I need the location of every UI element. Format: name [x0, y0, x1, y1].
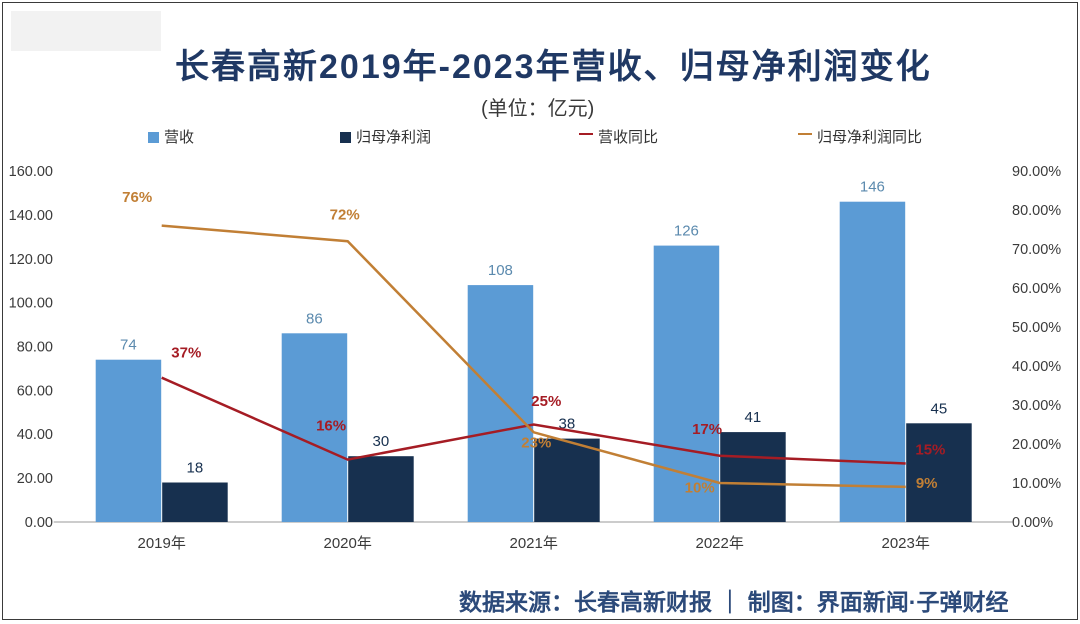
- svg-text:10%: 10%: [685, 479, 715, 496]
- svg-text:2022年: 2022年: [696, 535, 744, 552]
- svg-text:17%: 17%: [692, 421, 722, 438]
- svg-text:23%: 23%: [521, 434, 551, 451]
- svg-text:16%: 16%: [316, 418, 346, 435]
- svg-text:86: 86: [306, 310, 323, 327]
- svg-text:20.00: 20.00: [17, 471, 53, 487]
- svg-text:9%: 9%: [916, 475, 938, 492]
- svg-text:2021年: 2021年: [510, 535, 558, 552]
- svg-text:70.00%: 70.00%: [1012, 242, 1061, 258]
- svg-text:50.00%: 50.00%: [1012, 320, 1061, 336]
- svg-text:20.00%: 20.00%: [1012, 437, 1061, 453]
- svg-text:18: 18: [187, 460, 204, 477]
- svg-text:120.00: 120.00: [9, 252, 53, 268]
- svg-text:0.00: 0.00: [25, 515, 53, 531]
- svg-text:2023年: 2023年: [882, 535, 930, 552]
- svg-text:40.00%: 40.00%: [1012, 359, 1061, 375]
- svg-text:72%: 72%: [330, 207, 360, 224]
- svg-text:80.00: 80.00: [17, 340, 53, 356]
- svg-text:25%: 25%: [531, 393, 561, 410]
- svg-text:160.00: 160.00: [9, 164, 53, 180]
- svg-text:90.00%: 90.00%: [1012, 164, 1061, 180]
- svg-text:100.00: 100.00: [9, 296, 53, 312]
- svg-text:37%: 37%: [171, 345, 201, 362]
- svg-text:30.00%: 30.00%: [1012, 398, 1061, 414]
- svg-text:30: 30: [373, 433, 390, 450]
- svg-text:2019年: 2019年: [138, 535, 186, 552]
- svg-text:146: 146: [860, 179, 885, 196]
- svg-text:60.00: 60.00: [17, 383, 53, 399]
- svg-text:126: 126: [674, 223, 699, 240]
- svg-text:74: 74: [120, 337, 137, 354]
- svg-text:0.00%: 0.00%: [1012, 515, 1053, 531]
- svg-text:60.00%: 60.00%: [1012, 281, 1061, 297]
- svg-text:76%: 76%: [122, 189, 152, 206]
- svg-text:80.00%: 80.00%: [1012, 203, 1061, 219]
- svg-text:15%: 15%: [915, 442, 945, 459]
- svg-text:140.00: 140.00: [9, 208, 53, 224]
- svg-text:10.00%: 10.00%: [1012, 476, 1061, 492]
- svg-text:40.00: 40.00: [17, 427, 53, 443]
- svg-text:108: 108: [488, 262, 513, 279]
- svg-text:45: 45: [931, 400, 948, 417]
- svg-text:2020年: 2020年: [324, 535, 372, 552]
- svg-text:41: 41: [745, 409, 762, 426]
